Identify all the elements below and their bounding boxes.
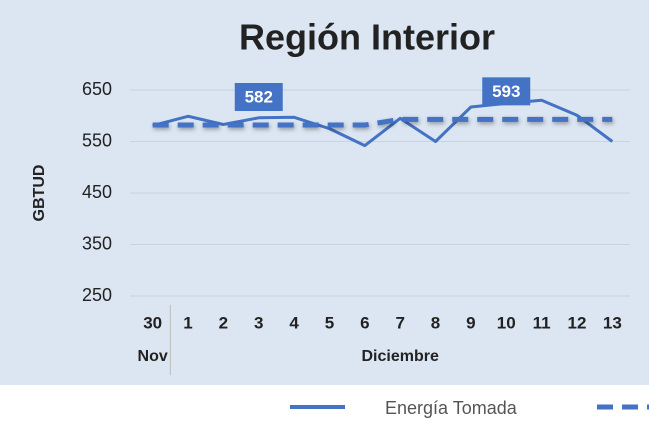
x-tick-label: 9 xyxy=(466,313,475,332)
x-tick-label: 7 xyxy=(395,313,404,332)
x-tick-label: 11 xyxy=(533,313,551,332)
x-tick-label: 8 xyxy=(431,313,440,332)
x-tick-label: 10 xyxy=(497,313,516,332)
x-tick-label: 1 xyxy=(183,313,192,332)
x-tick-label: 6 xyxy=(360,313,369,332)
y-tick-label: 650 xyxy=(82,79,112,99)
x-tick-label: 5 xyxy=(325,313,334,332)
legend-label: Energía Tomada xyxy=(385,398,518,418)
y-tick-label: 350 xyxy=(82,233,112,253)
y-axis-label: GBTUD xyxy=(31,165,48,222)
x-tick-label: 12 xyxy=(568,313,587,332)
y-tick-label: 550 xyxy=(82,130,112,150)
chart-title: Región Interior xyxy=(239,17,495,58)
data-label-box xyxy=(234,83,283,112)
data-label: 593 xyxy=(492,82,520,101)
x-tick-label: 4 xyxy=(289,313,299,332)
x-group-label: Diciembre xyxy=(361,348,438,365)
data-label-box xyxy=(482,77,531,106)
data-label: 582 xyxy=(245,88,273,107)
x-tick-label: 2 xyxy=(219,313,228,332)
x-tick-label: 3 xyxy=(254,313,263,332)
y-tick-label: 450 xyxy=(82,182,112,202)
x-tick-label: 30 xyxy=(143,313,162,332)
series-line xyxy=(152,116,613,128)
x-group-label: Nov xyxy=(138,348,168,365)
y-tick-label: 250 xyxy=(82,285,112,305)
x-tick-label: 13 xyxy=(603,313,622,332)
